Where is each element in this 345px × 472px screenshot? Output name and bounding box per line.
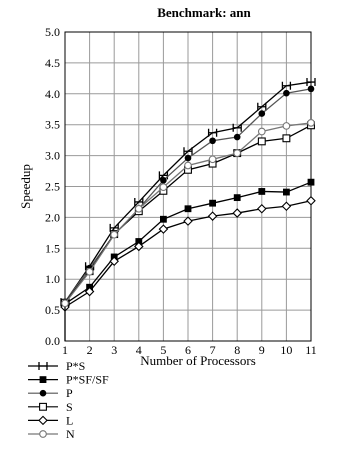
data-point: [306, 78, 316, 87]
legend-label: L: [66, 413, 73, 427]
data-point: [159, 183, 168, 191]
data-point: [233, 133, 241, 141]
data-point: [184, 154, 192, 162]
data-point: [207, 211, 218, 221]
data-point: [283, 188, 290, 196]
legend-label: N: [66, 427, 75, 441]
data-point: [233, 149, 242, 157]
data-point: [282, 134, 291, 143]
data-point: [61, 299, 69, 308]
x-tick-label: 11: [305, 343, 317, 357]
series-N: [61, 118, 315, 308]
x-tick-label: 4: [136, 343, 142, 357]
y-axis-label: Speedup: [18, 164, 33, 209]
y-tick-label: 3.0: [45, 149, 60, 163]
data-point: [208, 155, 217, 164]
x-tick-label: 7: [210, 343, 216, 357]
data-point: [232, 208, 242, 218]
series-layer: [60, 78, 316, 341]
x-tick-label: 10: [280, 343, 292, 357]
legend-item: P*SF/SF: [28, 373, 109, 387]
data-point: [258, 110, 266, 117]
data-point: [257, 127, 266, 136]
x-tick-label: 6: [185, 343, 191, 357]
data-point: [232, 123, 242, 132]
data-point: [257, 137, 266, 146]
legend-item: P: [28, 386, 73, 400]
x-tick-label: 5: [160, 343, 166, 357]
y-axis-ticks: 0.0 0.5 1.0 1.5 2.0 2.5 3.0 3.5 4.0 4.5 5.0: [45, 25, 60, 348]
data-point: [233, 194, 241, 202]
legend-marker: [38, 415, 48, 426]
data-point: [160, 177, 167, 184]
y-tick-label: 1.0: [45, 272, 60, 286]
data-point: [283, 89, 290, 97]
y-tick-label: 3.5: [45, 118, 60, 132]
legend-label: P*S: [66, 359, 85, 373]
data-point: [158, 171, 169, 180]
data-point: [209, 199, 216, 207]
data-point: [257, 203, 267, 214]
x-tick-label: 1: [62, 343, 68, 357]
legend-marker: [39, 402, 47, 411]
y-tick-label: 4.5: [45, 56, 60, 70]
legend-label: P*SF/SF: [66, 373, 109, 387]
legend-item: P*S: [28, 359, 85, 373]
y-tick-label: 5.0: [45, 25, 60, 39]
x-tick-label: 3: [111, 343, 117, 357]
legend-label: S: [66, 400, 73, 414]
grid-lines: [65, 32, 311, 341]
data-point: [184, 161, 192, 170]
data-point: [307, 85, 315, 93]
y-tick-label: 0.5: [45, 303, 60, 317]
data-point: [183, 216, 193, 226]
data-point: [282, 122, 291, 130]
legend-item: N: [28, 427, 75, 441]
data-point: [281, 201, 292, 212]
data-point: [85, 267, 94, 276]
data-point: [134, 241, 144, 252]
data-point: [307, 118, 315, 127]
legend-item: S: [28, 400, 73, 414]
data-point: [258, 188, 266, 195]
legend-item: L: [28, 413, 73, 427]
data-point: [84, 286, 95, 297]
data-point: [135, 238, 143, 245]
data-point: [281, 81, 292, 90]
plot-frame: [64, 31, 312, 342]
data-point: [209, 137, 216, 145]
y-tick-label: 4.0: [45, 87, 60, 101]
y-tick-label: 1.5: [45, 241, 60, 255]
data-point: [110, 230, 119, 239]
data-point: [207, 128, 218, 137]
x-tick-label: 2: [87, 343, 93, 357]
data-point: [109, 256, 119, 267]
data-point: [184, 205, 192, 213]
legend-marker: [39, 430, 47, 438]
data-point: [183, 147, 193, 156]
y-tick-label: 2.0: [45, 210, 60, 224]
data-point: [306, 195, 316, 206]
x-axis-label: Number of Processors: [140, 353, 256, 368]
data-point: [134, 204, 143, 213]
legend-label: P: [66, 386, 73, 400]
y-tick-label: 2.5: [45, 180, 60, 194]
legend-marker: [39, 389, 47, 397]
legend-marker: [38, 362, 48, 370]
x-tick-label: 9: [259, 343, 265, 357]
data-point: [307, 178, 315, 186]
data-point: [160, 215, 167, 223]
chart-title: Benchmark: ann: [157, 5, 251, 20]
x-tick-label: 8: [234, 343, 240, 357]
y-tick-label: 0.0: [45, 334, 60, 348]
legend-marker: [39, 376, 47, 383]
x-axis-ticks: 1 2 3 4 5 6 7 8 9 10 11: [62, 343, 317, 357]
data-point: [158, 224, 169, 234]
